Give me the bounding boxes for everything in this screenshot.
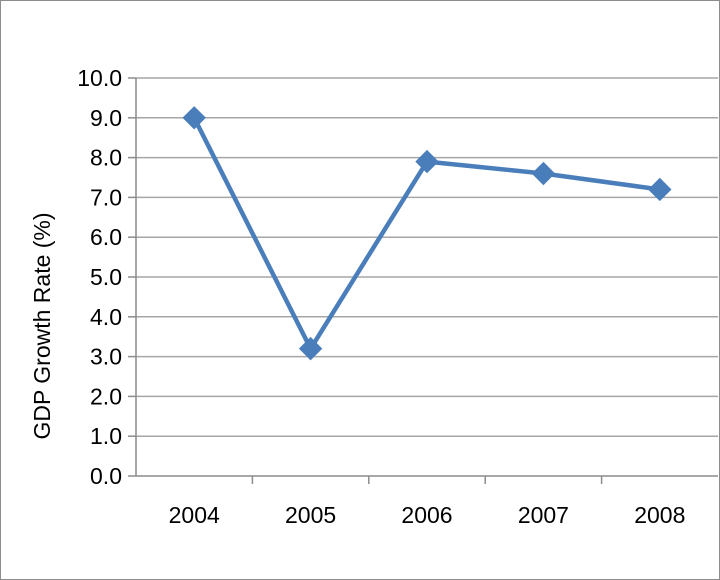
gridlines bbox=[136, 77, 718, 437]
y-tick-label: 5.0 bbox=[90, 264, 122, 290]
axes bbox=[128, 77, 718, 484]
data-point-marker bbox=[648, 177, 672, 202]
y-tick-label: 10.0 bbox=[77, 65, 122, 91]
y-tick-label: 0.0 bbox=[90, 463, 122, 489]
x-tick-label: 2005 bbox=[285, 502, 336, 528]
data-point-marker bbox=[531, 161, 556, 186]
y-axis-title: GDP Growth Rate (%) bbox=[29, 212, 55, 439]
y-tick-label: 6.0 bbox=[90, 224, 122, 250]
y-tick-label: 9.0 bbox=[90, 105, 122, 131]
data-point-marker bbox=[182, 106, 206, 130]
series bbox=[182, 106, 672, 361]
data-point-marker bbox=[415, 149, 439, 174]
y-tick-label: 4.0 bbox=[90, 304, 122, 330]
y-tick-label: 2.0 bbox=[90, 383, 122, 409]
y-tick-label: 1.0 bbox=[90, 423, 122, 449]
data-point-marker bbox=[298, 336, 323, 361]
y-tick-labels: 0.0 1.0 2.0 3.0 4.0 5.0 6.0 7.0 8.0 9.0 10.0 bbox=[77, 65, 122, 489]
y-tick-label: 8.0 bbox=[90, 145, 122, 171]
x-tick-label: 2008 bbox=[634, 502, 685, 528]
x-tick-label: 2004 bbox=[169, 502, 220, 528]
y-tick-label: 3.0 bbox=[90, 344, 122, 370]
y-tick-label: 7.0 bbox=[90, 184, 122, 210]
x-tick-labels: 2004 2005 2006 2007 2008 bbox=[169, 502, 686, 528]
x-tick-label: 2007 bbox=[518, 502, 569, 528]
x-tick-label: 2006 bbox=[401, 502, 452, 528]
